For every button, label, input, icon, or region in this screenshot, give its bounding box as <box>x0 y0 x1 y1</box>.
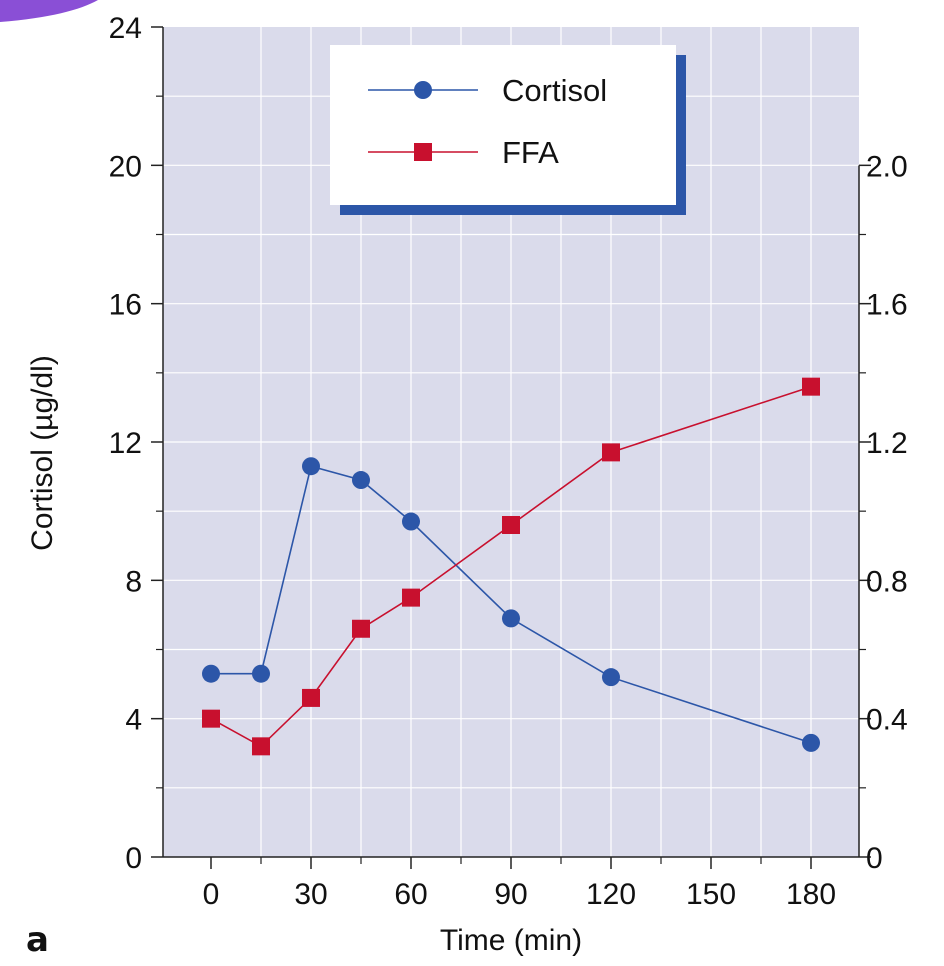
y2-tick-label: 0.4 <box>866 704 908 737</box>
y-tick-label: 8 <box>125 565 142 598</box>
data-point-cortisol <box>252 664 270 683</box>
x-tick-label: 60 <box>394 878 427 911</box>
data-point-ffa <box>302 688 320 707</box>
y2-tick-label: 1.6 <box>866 289 908 322</box>
y-tick-label: 20 <box>109 150 142 183</box>
ticks: 0 4 8 12 16 20 24 0 0.4 0.8 1.2 1.6 2.0 0 30 60 90 120 150… <box>109 12 908 911</box>
x-tick-label: 120 <box>586 878 636 911</box>
corner-accent <box>0 0 98 22</box>
x-tick-label: 150 <box>686 878 736 911</box>
legend-marker-ffa <box>414 143 432 161</box>
legend-marker-cortisol <box>414 81 432 99</box>
data-point-cortisol <box>202 664 220 683</box>
data-point-ffa <box>402 588 420 607</box>
legend-label-ffa: FFA <box>502 135 559 170</box>
y-tick-label: 12 <box>109 427 142 460</box>
data-point-ffa <box>252 737 270 756</box>
y2-tick-label: 0 <box>866 842 883 875</box>
legend-box <box>330 45 676 205</box>
y-axis-title: Cortisol (µg/dl) <box>26 355 59 551</box>
y-tick-label: 4 <box>125 704 142 737</box>
x-tick-label: 30 <box>294 878 327 911</box>
data-point-ffa <box>352 619 370 638</box>
x-tick-label: 0 <box>203 878 220 911</box>
data-point-ffa <box>802 377 820 396</box>
series-line-cortisol <box>211 465 812 744</box>
x-tick-label: 90 <box>494 878 527 911</box>
data-point-ffa <box>202 709 220 728</box>
data-point-cortisol <box>302 457 320 476</box>
panel-label: a <box>26 920 49 960</box>
y-tick-label: 0 <box>125 842 142 875</box>
legend: Cortisol FFA <box>330 45 686 215</box>
legend-label-cortisol: Cortisol <box>502 73 607 108</box>
x-tick-label: 180 <box>786 878 836 911</box>
series-layer <box>202 377 820 756</box>
data-point-cortisol <box>402 512 420 531</box>
data-point-cortisol <box>602 668 620 687</box>
data-point-cortisol <box>502 609 520 628</box>
y2-tick-label: 1.2 <box>866 427 908 460</box>
y-tick-label: 24 <box>109 12 142 45</box>
y2-tick-label: 0.8 <box>866 565 908 598</box>
data-point-ffa <box>602 443 620 462</box>
data-point-cortisol <box>352 471 370 490</box>
y-tick-label: 16 <box>109 289 142 322</box>
data-point-ffa <box>502 516 520 534</box>
data-point-cortisol <box>802 733 820 752</box>
y2-tick-label: 2.0 <box>866 150 908 183</box>
x-axis-title: Time (min) <box>440 924 582 957</box>
